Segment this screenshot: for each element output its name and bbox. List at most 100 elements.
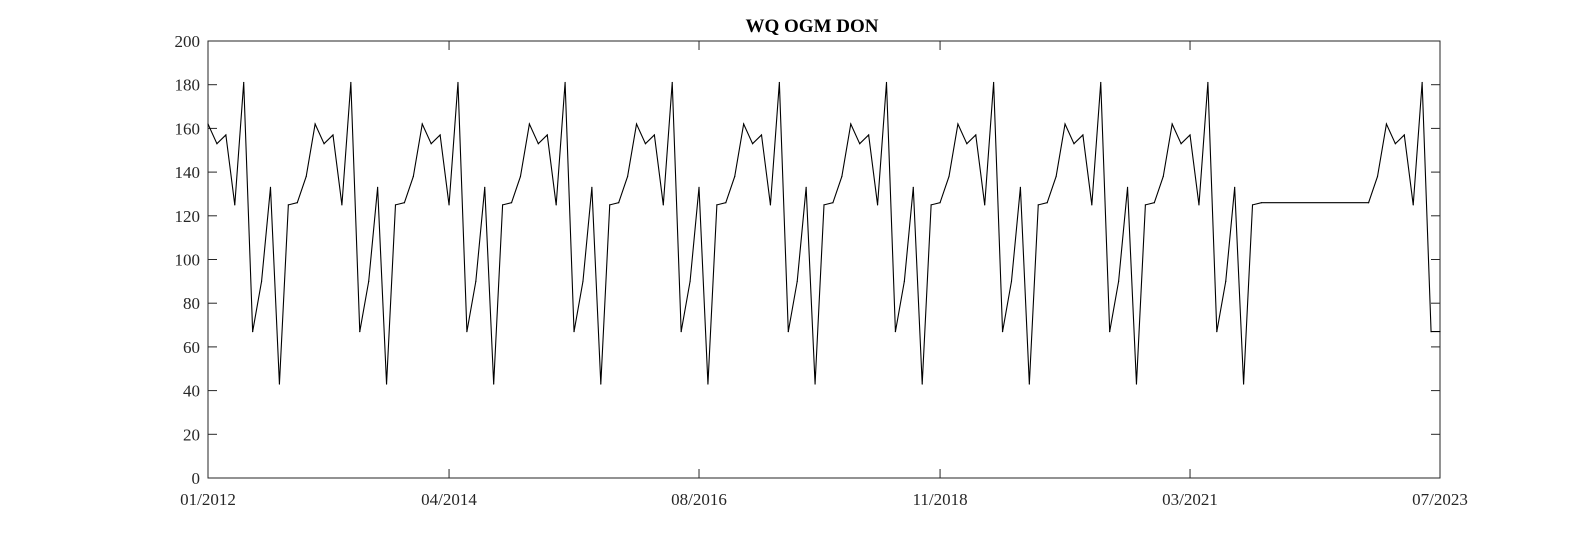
data-point [609,204,611,206]
data-point [1010,280,1013,282]
y-tick-label: 0 [192,469,201,488]
data-point [421,123,423,125]
data-point [502,204,504,206]
data-point [644,143,647,145]
data-point [493,383,495,385]
data-point [1412,204,1414,206]
y-tick-label: 100 [175,251,201,270]
data-point [885,81,888,84]
data-point [216,143,218,145]
data-point [1394,143,1396,145]
data-point [519,175,522,178]
data-point [966,143,968,145]
data-point [1144,204,1146,206]
data-point [1028,383,1030,385]
data-point [1171,123,1173,125]
data-point [323,143,325,145]
data-point [385,383,388,385]
data-point [1064,123,1066,125]
data-point [234,204,236,206]
data-point [707,383,709,385]
data-point [394,204,397,206]
data-point [359,331,361,333]
data-point [778,81,780,84]
data-point [930,204,932,206]
data-point [751,143,754,145]
data-point [377,186,379,188]
data-point [1376,175,1379,178]
data-point [1126,186,1129,188]
y-tick-label: 120 [175,207,201,226]
y-tick-label: 20 [183,425,200,444]
x-tick-label: 08/2016 [671,490,727,509]
data-point [448,204,450,206]
data-point [600,383,602,385]
data-point [1421,81,1423,84]
data-point [939,202,941,204]
data-point [1251,204,1254,206]
data-point [823,204,825,206]
data-point [1198,204,1200,206]
data-point [680,331,682,333]
data-point [662,204,664,206]
x-tick-label: 03/2021 [1162,490,1218,509]
data-point [1439,331,1441,333]
data-point [805,186,807,188]
data-point [287,204,289,206]
data-point [564,81,566,84]
y-tick-label: 60 [183,338,200,357]
data-point [689,280,691,282]
data-point [475,280,477,282]
data-point [894,331,897,333]
data-point [1153,202,1155,204]
data-point [555,204,557,206]
data-point [225,134,227,136]
data-point [260,280,263,282]
data-point [591,186,593,188]
data-point [332,134,334,136]
y-tick-label: 180 [175,76,201,95]
data-point [698,186,700,188]
data-point [1001,331,1004,333]
data-point [743,123,745,125]
data-point [582,280,584,282]
data-point [457,81,459,84]
data-point [528,123,530,125]
data-point [859,143,861,145]
data-point [1109,331,1111,333]
series-line-0 [207,82,1440,385]
data-point [993,81,995,84]
data-point [1019,186,1022,188]
data-point [1046,202,1048,204]
data-point [984,204,986,206]
data-point [725,202,727,204]
data-point [814,383,816,385]
data-point [243,81,245,84]
data-point [796,280,798,282]
data-point [1367,202,1370,204]
data-point [1037,204,1039,206]
data-point [368,280,370,282]
data-point [1207,81,1209,84]
data-point [734,175,736,178]
data-point [1118,280,1120,282]
data-point [1242,383,1245,385]
data-point [635,123,638,125]
data-point [903,280,905,282]
data-point [876,204,879,206]
data-point [510,202,513,204]
data-point [573,331,575,333]
data-point [296,202,298,204]
data-point [439,134,441,136]
data-point [760,134,763,136]
data-point [1162,175,1164,178]
data-point [1189,134,1191,136]
y-tick-label: 40 [183,382,200,401]
data-point [850,123,852,125]
data-point [975,134,977,136]
data-point [1430,331,1432,333]
data-point [921,383,923,385]
chart-title: WQ OGM DON [746,16,879,37]
data-point [716,204,718,206]
